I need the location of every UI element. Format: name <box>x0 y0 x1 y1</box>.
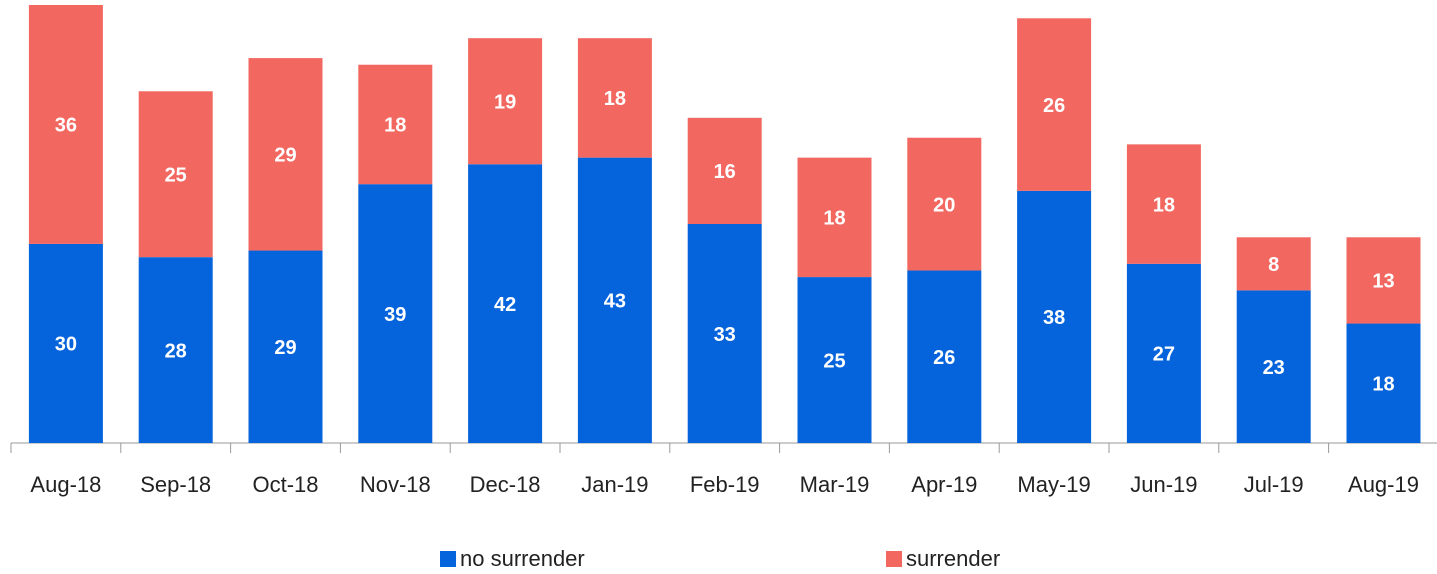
bar-segment <box>248 250 323 443</box>
bar-segment <box>28 5 103 244</box>
bar-segment <box>1346 237 1421 324</box>
value-label: 25 <box>165 165 187 187</box>
value-label: 39 <box>384 304 406 326</box>
value-label: 42 <box>494 294 516 316</box>
bar-segment <box>28 243 103 443</box>
legend-label: surrender <box>906 546 1000 571</box>
bar-segment <box>1236 237 1311 291</box>
bar-segment <box>358 64 433 185</box>
x-tick-label: Oct-18 <box>252 472 318 497</box>
value-label: 38 <box>1043 307 1065 329</box>
value-label: 30 <box>55 334 77 356</box>
bar-segment <box>797 157 872 278</box>
x-tick-label: Nov-18 <box>360 472 431 497</box>
x-tick-label: Jun-19 <box>1130 472 1197 497</box>
bar-segment <box>1346 323 1421 443</box>
x-tick-label: Jul-19 <box>1244 472 1304 497</box>
legend-swatch <box>440 551 456 567</box>
x-tick-label: Apr-19 <box>911 472 977 497</box>
legend-label: no surrender <box>460 546 585 571</box>
value-label: 33 <box>714 324 736 346</box>
bar-segment <box>468 164 543 444</box>
bar-segment <box>577 38 652 158</box>
bar-segment <box>907 270 982 443</box>
bar-segment <box>138 257 213 443</box>
bar-segment <box>1126 263 1201 443</box>
bar-segment <box>1017 18 1092 191</box>
bar-segment <box>687 224 762 443</box>
legend-swatch <box>886 551 902 567</box>
value-label: 27 <box>1153 344 1175 366</box>
value-label: 18 <box>1372 374 1394 396</box>
bar-segment <box>797 277 872 443</box>
bar-segment <box>577 157 652 444</box>
value-label: 18 <box>384 115 406 137</box>
x-tick-label: Aug-18 <box>30 472 101 497</box>
value-label: 19 <box>494 92 516 114</box>
bar-segment <box>138 91 213 258</box>
x-tick-label: Feb-19 <box>690 472 760 497</box>
value-label: 18 <box>823 208 845 230</box>
bar-segment <box>1236 290 1311 443</box>
bar-segment <box>358 184 433 443</box>
value-label: 18 <box>1153 194 1175 216</box>
x-tick-label: Jan-19 <box>581 472 648 497</box>
value-label: 20 <box>933 194 955 216</box>
value-label: 16 <box>714 161 736 183</box>
value-label: 23 <box>1263 357 1285 379</box>
value-label: 26 <box>1043 95 1065 117</box>
bar-segment <box>248 58 323 251</box>
value-label: 29 <box>274 337 296 359</box>
x-tick-label: May-19 <box>1017 472 1090 497</box>
value-label: 13 <box>1372 271 1394 293</box>
bar-segment <box>1017 190 1092 443</box>
value-label: 43 <box>604 291 626 313</box>
value-label: 18 <box>604 88 626 110</box>
value-label: 8 <box>1268 254 1279 276</box>
bar-segment <box>907 137 982 271</box>
x-tick-label: Dec-18 <box>470 472 541 497</box>
bar-segment <box>687 117 762 224</box>
x-tick-label: Sep-18 <box>140 472 211 497</box>
value-label: 36 <box>55 115 77 137</box>
x-tick-label: Mar-19 <box>800 472 870 497</box>
value-label: 26 <box>933 347 955 369</box>
x-tick-label: Aug-19 <box>1348 472 1419 497</box>
value-label: 29 <box>274 145 296 167</box>
value-label: 25 <box>823 350 845 372</box>
bar-segment <box>1126 144 1201 264</box>
bar-segment <box>468 38 543 165</box>
value-label: 28 <box>165 340 187 362</box>
